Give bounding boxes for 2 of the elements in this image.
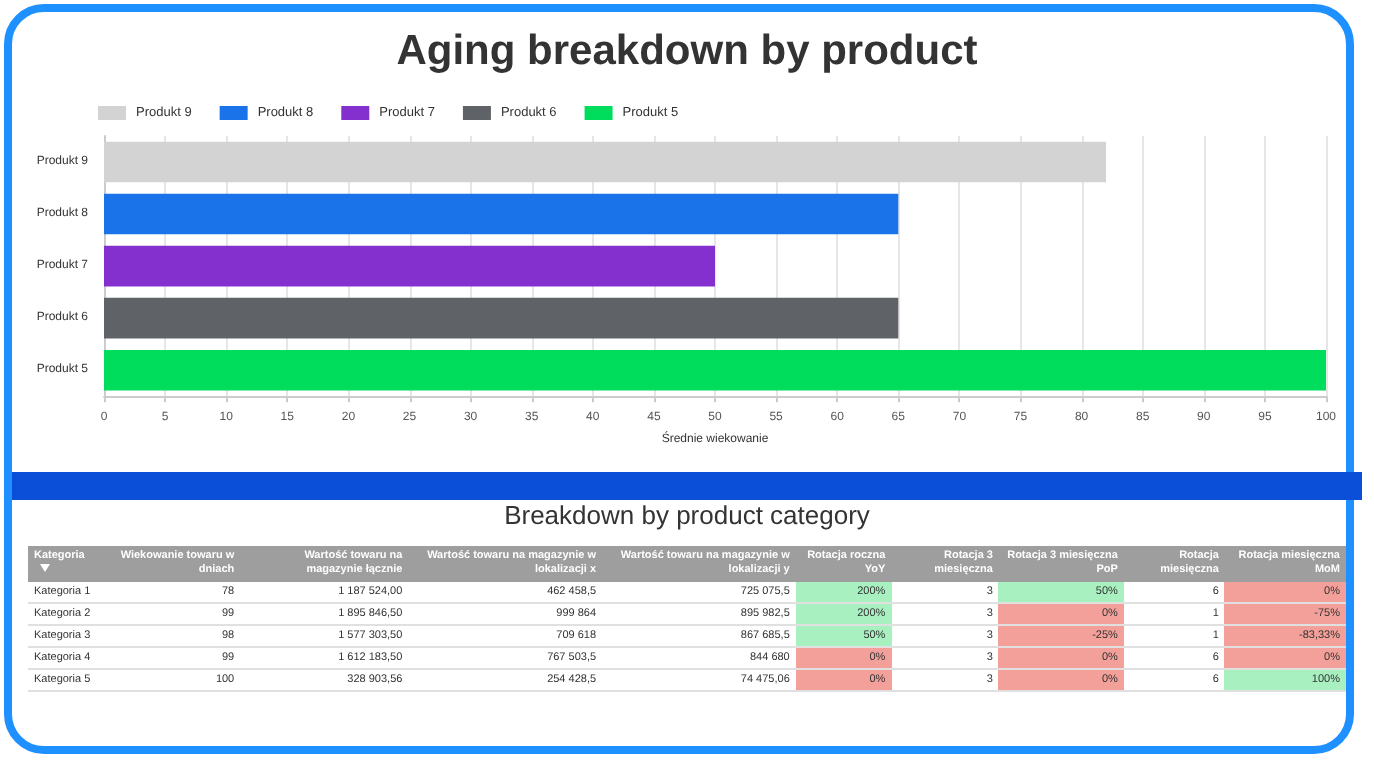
chart-title: Aging breakdown by product xyxy=(394,26,980,78)
text: Breakdown by product category xyxy=(502,500,872,530)
